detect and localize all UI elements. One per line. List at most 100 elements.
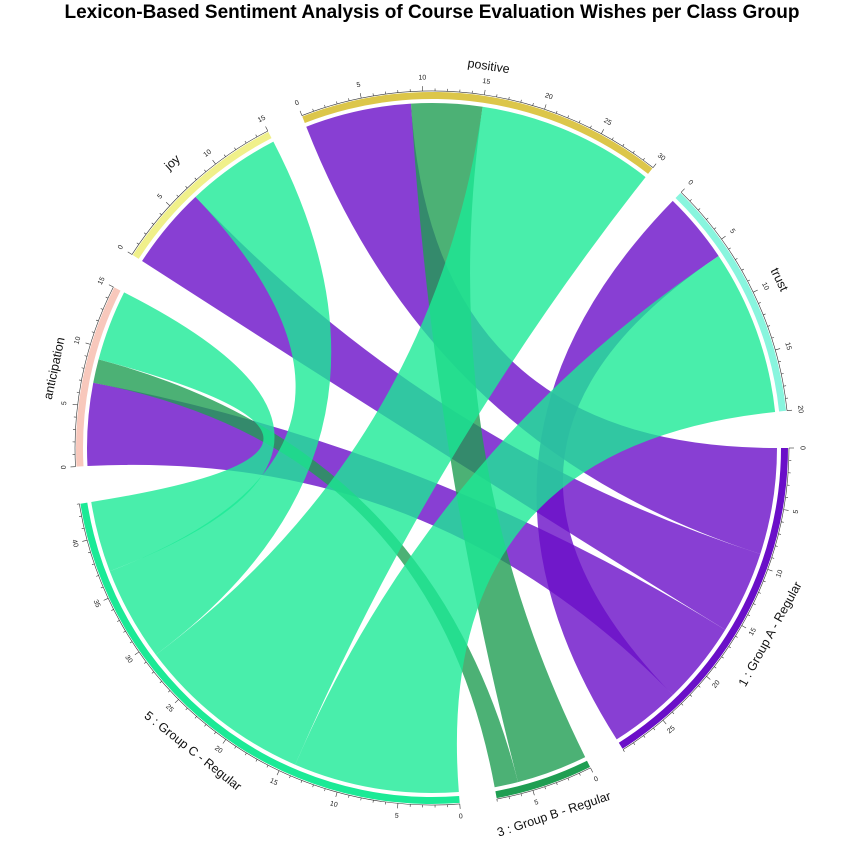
tick bbox=[775, 348, 781, 351]
link-1-group-a-regular-trust bbox=[536, 200, 719, 740]
tick-label: 35 bbox=[92, 599, 102, 609]
tick bbox=[82, 539, 88, 542]
tick bbox=[633, 742, 636, 745]
tick bbox=[778, 361, 781, 363]
tick-label: 15 bbox=[783, 342, 792, 352]
sector-axis-joy bbox=[131, 130, 268, 255]
tick bbox=[632, 150, 635, 154]
tick bbox=[96, 575, 99, 577]
sector-label-joy: joy bbox=[161, 151, 184, 173]
tick bbox=[735, 635, 738, 638]
tick bbox=[324, 788, 326, 792]
tick bbox=[778, 533, 782, 535]
tick bbox=[194, 177, 197, 180]
tick bbox=[81, 527, 85, 530]
tick-label: 15 bbox=[269, 778, 279, 788]
sector-axis-trust bbox=[680, 192, 788, 411]
tick bbox=[698, 208, 701, 211]
tick-label: 10 bbox=[73, 336, 82, 346]
sector-axis-positive bbox=[301, 90, 654, 168]
tick-label: 0 bbox=[294, 99, 300, 107]
tick bbox=[151, 671, 155, 674]
tick bbox=[713, 227, 717, 230]
tick bbox=[520, 99, 522, 103]
tick-label: 5 bbox=[394, 813, 399, 820]
tick-label: 30 bbox=[123, 654, 133, 664]
tick bbox=[103, 598, 109, 601]
tick bbox=[601, 129, 604, 134]
tick-label: 20 bbox=[213, 745, 223, 755]
tick bbox=[567, 115, 569, 118]
tick bbox=[567, 777, 570, 781]
tick bbox=[223, 154, 226, 157]
tick-label: 0 bbox=[799, 446, 806, 450]
tick bbox=[578, 120, 581, 123]
sector-bar-positive bbox=[302, 92, 653, 174]
tick-label: 25 bbox=[602, 117, 612, 127]
tick-label: 10 bbox=[418, 75, 426, 82]
tick bbox=[590, 767, 594, 773]
tick-label: 40 bbox=[70, 539, 79, 548]
sector-label-3-group-b-regular: 3 : Group B - Regular bbox=[495, 789, 612, 840]
tick-label: 15 bbox=[257, 114, 267, 124]
tick bbox=[266, 764, 269, 768]
tick bbox=[265, 126, 269, 132]
tick bbox=[84, 355, 88, 357]
tick bbox=[728, 646, 731, 649]
tick bbox=[136, 242, 140, 245]
tick bbox=[741, 268, 744, 271]
tick bbox=[105, 296, 109, 299]
tick bbox=[680, 188, 685, 193]
tick bbox=[747, 279, 750, 282]
tick bbox=[95, 319, 99, 322]
link-5-group-c-regular-joy bbox=[109, 141, 332, 655]
tick bbox=[91, 331, 95, 333]
tick bbox=[532, 103, 534, 106]
tick bbox=[336, 101, 338, 104]
tick bbox=[312, 108, 314, 112]
tick bbox=[689, 199, 692, 202]
tick-label: 0 bbox=[593, 775, 600, 783]
tick-label: 0 bbox=[59, 465, 66, 469]
tick-label: 15 bbox=[97, 276, 107, 286]
tick bbox=[348, 795, 350, 798]
tick-label: 5 bbox=[793, 509, 801, 514]
tick bbox=[312, 784, 314, 788]
tick bbox=[167, 690, 171, 693]
tick bbox=[117, 620, 120, 622]
sector-bar-1-group-a-regular bbox=[618, 448, 788, 749]
tick bbox=[735, 258, 738, 260]
tick bbox=[348, 98, 350, 101]
tick-label: 5 bbox=[356, 82, 361, 90]
tick bbox=[556, 782, 558, 786]
tick bbox=[72, 403, 78, 406]
sector-axis-5-group-c-regular bbox=[79, 503, 460, 806]
tick-label: 5 bbox=[534, 799, 540, 807]
tick bbox=[508, 796, 510, 800]
tick bbox=[85, 342, 91, 345]
tick bbox=[520, 793, 522, 797]
tick bbox=[706, 676, 711, 680]
tick bbox=[787, 409, 793, 411]
tick bbox=[771, 337, 775, 339]
sector-axis-3-group-b-regular bbox=[496, 767, 591, 800]
tick bbox=[698, 685, 701, 688]
tick bbox=[174, 699, 179, 704]
tick-label: 30 bbox=[656, 152, 667, 162]
tick bbox=[544, 104, 547, 110]
tick bbox=[300, 780, 303, 783]
tick bbox=[689, 694, 693, 697]
tick-label: 25 bbox=[666, 725, 677, 735]
tick bbox=[222, 739, 227, 744]
tick bbox=[144, 661, 147, 664]
tick-label: 15 bbox=[748, 627, 758, 637]
tick-label: 5 bbox=[728, 228, 736, 235]
tick bbox=[544, 786, 546, 790]
tick bbox=[204, 169, 207, 172]
tick bbox=[622, 749, 625, 752]
link-5-group-c-regular-anticipation bbox=[91, 292, 275, 572]
tick bbox=[299, 110, 303, 116]
tick bbox=[108, 284, 114, 288]
tick bbox=[194, 716, 197, 719]
sector-label-1-group-a-regular: 1 : Group A - Regular bbox=[736, 579, 805, 689]
